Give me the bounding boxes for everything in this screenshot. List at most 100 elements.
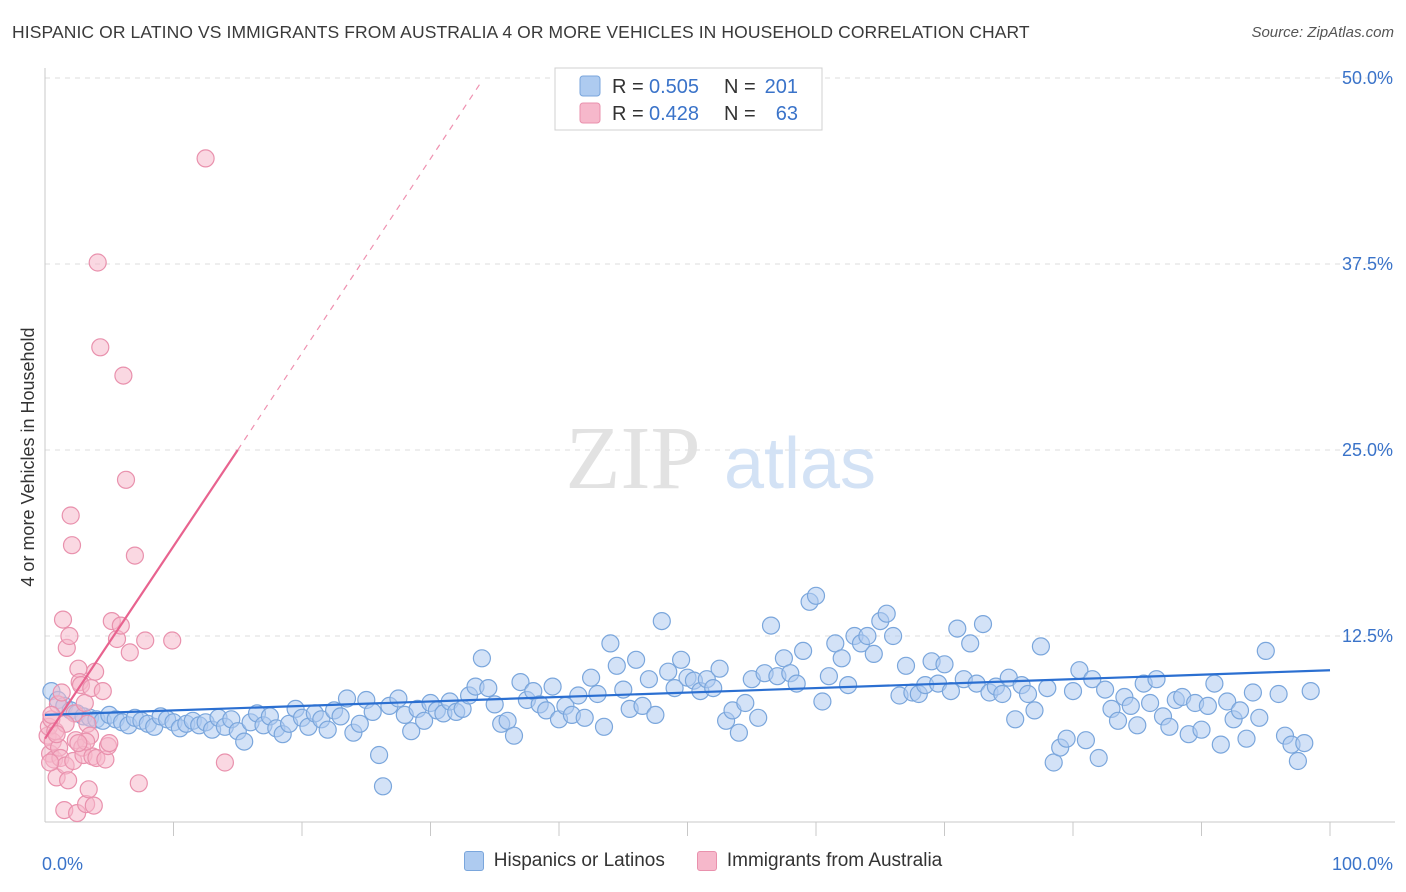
hispanics-point-168 <box>1121 696 1140 716</box>
hispanics-point-180 <box>1198 696 1218 716</box>
australia-point-18 <box>61 506 80 525</box>
hispanics-point-92 <box>633 696 652 716</box>
australia-point-51 <box>125 546 144 565</box>
hispanics-point-78 <box>543 677 562 696</box>
hispanics-point-188 <box>1250 708 1269 727</box>
australia-point-36 <box>84 796 103 815</box>
stats-legend: R = 0.505 N = 201 R = 0.428 N = 63 <box>554 67 823 131</box>
hispanics-point-45 <box>331 707 350 726</box>
hispanics-point-179 <box>1192 720 1211 739</box>
chart-title: HISPANIC OR LATINO VS IMMIGRANTS FROM AU… <box>12 22 1030 42</box>
australia-trend-line <box>44 449 239 740</box>
hispanics-point-169 <box>1128 716 1147 735</box>
legend-n-value-1: 201 <box>765 76 798 98</box>
australia-point-54 <box>163 631 182 650</box>
tick-labels: 12.5% 25.0% 37.5% 50.0% 0.0% 100.0% <box>42 68 1393 874</box>
hispanics-point-140 <box>941 681 961 701</box>
hispanics-point-155 <box>1038 678 1057 698</box>
hispanics-point-145 <box>973 614 993 634</box>
hispanics-point-181 <box>1205 674 1224 693</box>
legend-n-label-1: N = <box>724 76 756 98</box>
hispanics-point-193 <box>1288 751 1308 771</box>
hispanics-point-67 <box>472 649 491 668</box>
hispanics-point-95 <box>652 611 671 631</box>
hispanics-point-124 <box>838 675 858 695</box>
hispanics-point-161 <box>1076 731 1096 750</box>
australia-point-52 <box>129 774 148 793</box>
y-axis-label: 4 or more Vehicles in Household <box>18 327 38 586</box>
legend-item-australia: Immigrants from Australia <box>696 850 942 872</box>
hispanics-point-130 <box>877 604 896 623</box>
hispanics-point-83 <box>575 708 594 727</box>
hispanics-point-110 <box>749 708 768 727</box>
legend-swatch-hispanics <box>463 851 484 871</box>
legend-n-label-2: N = <box>724 103 756 125</box>
hispanics-point-72 <box>504 726 524 745</box>
australia-point-53 <box>136 631 155 650</box>
australia-point-56 <box>215 753 234 772</box>
hispanics-point-152 <box>1018 684 1038 704</box>
legend-swatch-pink <box>579 102 601 124</box>
australia-point-48 <box>114 366 133 385</box>
hispanics-point-139 <box>935 655 954 674</box>
hispanics-point-56 <box>402 722 421 741</box>
hispanics-point-91 <box>626 650 646 669</box>
australia-point-44 <box>100 733 119 753</box>
hispanics-point-187 <box>1243 683 1263 702</box>
hispanics-point-96 <box>659 662 678 681</box>
hispanics-point-159 <box>1063 681 1083 701</box>
hispanics-point-158 <box>1057 729 1076 748</box>
legend-r-value-1: 0.505 <box>649 76 699 98</box>
hispanics-point-107 <box>729 723 749 742</box>
hispanics-point-119 <box>806 586 826 605</box>
hispanics-point-195 <box>1301 681 1320 701</box>
legend-item-hispanics: Hispanics or Latinos <box>463 850 665 872</box>
legend-r-value-2: 0.428 <box>649 103 699 125</box>
hispanics-point-154 <box>1031 637 1051 656</box>
hispanics-point-141 <box>948 619 967 638</box>
hispanics-point-190 <box>1269 684 1288 704</box>
australia-point-11 <box>52 683 71 702</box>
hispanics-point-163 <box>1089 748 1108 768</box>
y-tick-label-3: 50.0% <box>1342 68 1393 88</box>
hispanics-point-183 <box>1218 692 1237 711</box>
hispanics-point-112 <box>761 616 781 635</box>
hispanics-points <box>42 586 1320 796</box>
hispanics-point-86 <box>594 717 614 736</box>
hispanics-point-194 <box>1295 733 1314 753</box>
hispanics-point-148 <box>993 684 1012 704</box>
hispanics-point-120 <box>813 692 832 711</box>
australia-point-29 <box>75 693 94 713</box>
legend-r-label-2: R = <box>612 103 644 125</box>
legend-label-hispanics: Hispanics or Latinos <box>493 850 665 871</box>
grid-lines <box>45 77 1395 637</box>
hispanics-point-103 <box>704 678 723 698</box>
hispanics-point-156 <box>1044 753 1063 772</box>
hispanics-point-94 <box>646 705 665 725</box>
hispanics-point-117 <box>793 641 813 661</box>
hispanics-point-54 <box>389 689 408 708</box>
hispanics-point-121 <box>819 667 839 686</box>
hispanics-point-143 <box>961 634 980 653</box>
australia-point-50 <box>120 643 139 662</box>
y-tick-label-2: 37.5% <box>1342 254 1393 274</box>
hispanics-point-189 <box>1256 641 1275 661</box>
hispanics-point-127 <box>858 626 877 646</box>
hispanics-point-166 <box>1108 711 1128 730</box>
y-tick-label-1: 25.0% <box>1342 440 1393 460</box>
australia-point-49 <box>116 470 136 489</box>
hispanics-point-182 <box>1211 735 1230 754</box>
hispanics-point-46 <box>337 689 357 708</box>
australia-point-17 <box>60 626 79 646</box>
legend-swatch-blue <box>579 75 601 97</box>
x-tick-label-1: 100.0% <box>1332 854 1393 874</box>
hispanics-point-172 <box>1147 670 1166 689</box>
legend-n-value-2: 63 <box>776 103 798 125</box>
australia-point-12 <box>53 610 73 629</box>
x-tick-label-0: 0.0% <box>42 854 83 874</box>
australia-point-16 <box>58 771 78 790</box>
hispanics-point-88 <box>607 656 626 675</box>
series-legend: Hispanics or Latinos Immigrants from Aus… <box>0 850 1406 872</box>
hispanics-point-50 <box>363 702 382 722</box>
